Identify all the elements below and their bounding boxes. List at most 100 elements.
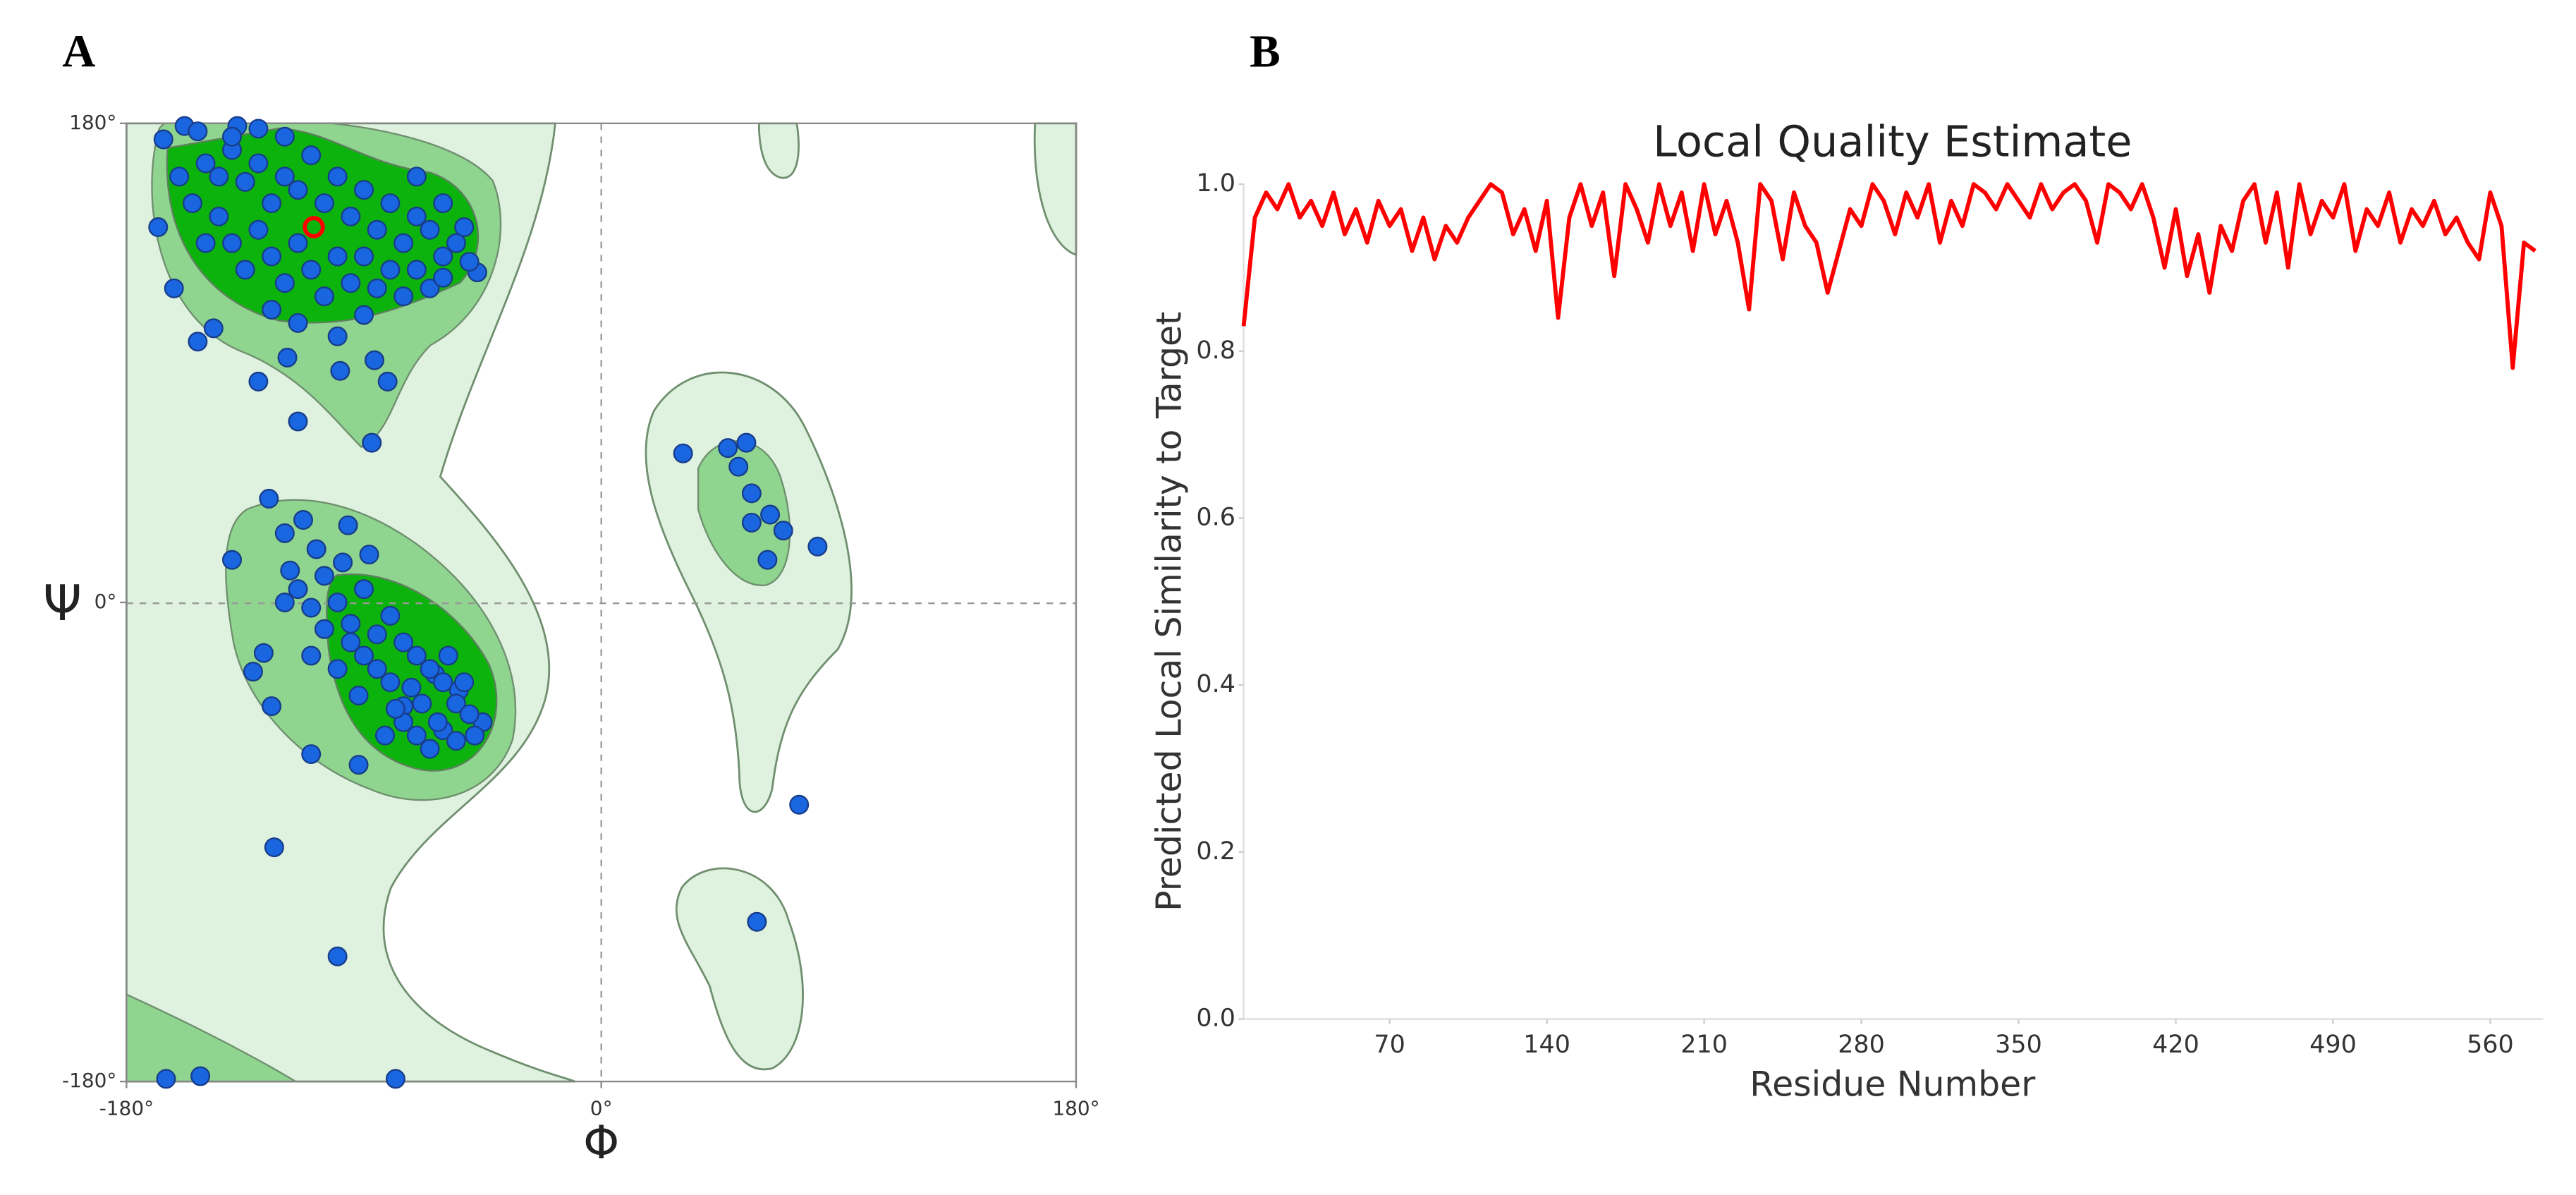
point	[365, 350, 384, 370]
point	[760, 504, 781, 525]
point	[156, 1069, 176, 1089]
point	[274, 166, 295, 187]
point	[327, 659, 348, 679]
point	[427, 712, 448, 732]
point	[248, 219, 269, 240]
point	[314, 193, 334, 214]
point	[314, 566, 334, 586]
point	[164, 278, 184, 298]
point	[465, 725, 485, 746]
quality-line	[1241, 182, 2537, 370]
point	[367, 659, 387, 679]
point	[288, 180, 308, 200]
allowed-region	[675, 867, 804, 1071]
point	[406, 206, 427, 226]
chart-title: Local Quality Estimate	[1653, 118, 2132, 167]
point	[327, 946, 348, 966]
x-tick-label: 350	[1995, 1031, 2042, 1059]
point	[420, 739, 440, 759]
point	[235, 171, 255, 192]
point	[367, 219, 387, 240]
point	[354, 579, 374, 600]
point	[341, 273, 361, 293]
y-tick-label: -180°	[62, 1069, 116, 1092]
point	[293, 510, 313, 530]
point	[362, 432, 382, 453]
point	[274, 126, 295, 147]
point	[380, 260, 401, 280]
point	[209, 206, 229, 226]
point	[274, 523, 295, 543]
point	[301, 598, 322, 618]
point	[459, 252, 480, 272]
point	[195, 233, 216, 253]
point	[182, 193, 202, 214]
point	[380, 605, 401, 626]
point	[446, 693, 466, 714]
point	[314, 619, 334, 639]
x-tick-label: 0°	[590, 1097, 613, 1120]
point	[380, 193, 401, 214]
point	[327, 326, 348, 346]
point	[412, 693, 432, 714]
point	[367, 278, 387, 298]
y-tick-label: 0°	[94, 590, 117, 613]
point	[262, 193, 282, 214]
y-tick-label: 1.0	[1196, 169, 1235, 198]
point	[288, 579, 308, 600]
point	[741, 512, 762, 533]
x-tick-label: -180°	[99, 1097, 154, 1120]
point	[262, 696, 282, 717]
point	[354, 246, 374, 267]
allowed-region	[645, 371, 853, 813]
point	[327, 593, 348, 612]
point	[330, 360, 350, 381]
panel-label: A	[62, 26, 95, 77]
point	[190, 1066, 211, 1086]
point	[277, 347, 298, 368]
point	[169, 166, 190, 187]
point	[288, 313, 308, 333]
point	[446, 233, 466, 253]
allowed-region	[757, 122, 800, 179]
panel-label: B	[1250, 26, 1281, 77]
point	[393, 233, 414, 253]
point	[333, 552, 353, 573]
point	[377, 371, 398, 392]
x-tick-label: 70	[1374, 1031, 1405, 1059]
y-tick-label: 0.4	[1196, 670, 1235, 698]
point	[338, 515, 358, 535]
point	[367, 624, 387, 645]
point	[288, 233, 308, 253]
point	[747, 911, 767, 932]
point	[789, 794, 810, 815]
point	[301, 260, 322, 280]
y-axis-label: Predicted Local Similarity to Target	[1149, 312, 1190, 911]
point	[433, 267, 453, 288]
point	[301, 145, 322, 166]
point	[420, 219, 440, 240]
x-tick-label: 280	[1838, 1031, 1885, 1059]
point	[736, 432, 757, 453]
point	[280, 560, 300, 581]
x-tick-label: 560	[2467, 1031, 2514, 1059]
y-tick-label: 180°	[69, 111, 116, 134]
x-axis-label: Φ	[583, 1116, 619, 1170]
x-tick-label: 180°	[1052, 1097, 1099, 1120]
point	[741, 483, 762, 504]
y-tick-label: 0.6	[1196, 503, 1235, 531]
point	[235, 260, 255, 280]
point	[406, 260, 427, 280]
point	[406, 166, 427, 187]
y-axis-label: Ψ	[43, 575, 82, 632]
point	[188, 121, 208, 142]
point	[459, 704, 480, 724]
point	[327, 166, 348, 187]
x-tick-label: 140	[1523, 1031, 1570, 1059]
point	[306, 539, 326, 559]
point	[222, 550, 242, 570]
point	[433, 246, 453, 267]
point	[195, 153, 216, 174]
point	[374, 725, 395, 746]
allowed-region	[1033, 122, 1078, 257]
